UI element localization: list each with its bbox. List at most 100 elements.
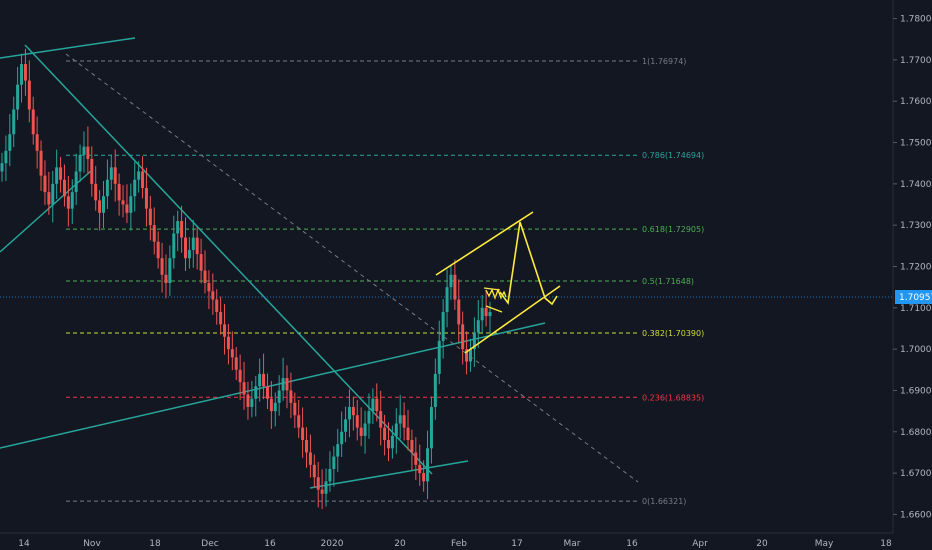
candle-body-98 — [383, 427, 387, 441]
x-tick-label-6: 20 — [394, 539, 406, 549]
candle-body-44 — [172, 233, 176, 259]
candle-body-70 — [273, 402, 277, 412]
price-axis[interactable]: 1.78000 1.77000 1.76000 1.75000 1.74000 1.730… — [893, 15, 932, 521]
descending-trendline[interactable] — [24, 44, 433, 475]
candle-body-37 — [144, 187, 148, 209]
candle-body-92 — [359, 427, 363, 436]
x-tick-label-7: Feb — [451, 539, 467, 549]
candle-body-96 — [375, 398, 379, 412]
candle-body-88 — [344, 419, 348, 432]
candle-body-23 — [90, 159, 94, 184]
wedge-upper-line[interactable] — [435, 211, 534, 276]
fib-diagonal[interactable] — [65, 53, 639, 483]
candle-body-102 — [398, 415, 402, 424]
candle-body-104 — [406, 427, 410, 441]
candle-body-125 — [488, 311, 492, 317]
candle-body-97 — [379, 411, 383, 428]
candle-body-58 — [226, 336, 230, 350]
candle-body-42 — [164, 274, 168, 284]
candle-body-85 — [332, 456, 336, 469]
candle-body-41 — [160, 258, 164, 275]
candle-body-40 — [156, 241, 160, 259]
fib-level-label-1: 0.786(1.74694) — [642, 151, 704, 160]
y-tick-label-2: 1.76000 — [900, 97, 932, 107]
candle-body-46 — [180, 221, 184, 238]
candle-body-27 — [105, 179, 109, 197]
candle-body-38 — [148, 208, 152, 226]
projection-path[interactable] — [499, 221, 558, 306]
candle-body-35 — [137, 171, 141, 180]
candle-body-101 — [394, 423, 398, 436]
y-tick-label-0: 1.78000 — [900, 15, 932, 25]
candle-body-57 — [223, 324, 227, 337]
candle-body-117 — [457, 299, 461, 325]
scribble-line-2[interactable] — [485, 305, 503, 313]
candle-body-72 — [281, 378, 285, 391]
x-tick-label-0: 14 — [18, 539, 30, 549]
candle-body-103 — [402, 415, 406, 428]
candle-body-18 — [70, 192, 74, 209]
candles — [0, 48, 492, 510]
y-tick-label-7: 1.71000 — [900, 304, 932, 314]
yellow-drawings[interactable] — [435, 211, 561, 354]
x-tick-label-12: 20 — [756, 539, 768, 549]
x-tick-label-10: 16 — [626, 539, 638, 549]
candle-body-11 — [43, 175, 47, 193]
ascending-channel-line[interactable] — [0, 322, 546, 449]
candle-body-67 — [262, 373, 266, 387]
candle-body-31 — [121, 200, 125, 205]
candle-body-55 — [215, 299, 219, 312]
candle-body-107 — [418, 464, 422, 474]
candle-body-28 — [109, 167, 113, 180]
candle-body-1 — [4, 150, 8, 164]
candle-body-105 — [410, 440, 414, 453]
upper-trendline-top[interactable] — [0, 37, 136, 59]
zigzag-scribble[interactable] — [485, 288, 507, 300]
candle-body-47 — [183, 237, 187, 259]
candle-body-81 — [316, 477, 320, 490]
trendlines[interactable] — [0, 37, 639, 489]
candle-body-26 — [102, 196, 106, 213]
candle-body-121 — [472, 332, 476, 350]
x-tick-label-3: Dec — [201, 539, 218, 549]
candle-body-50 — [195, 237, 199, 255]
candle-body-20 — [78, 154, 82, 172]
candle-body-80 — [312, 464, 316, 478]
candle-body-122 — [476, 320, 480, 333]
current-price-tag: 1.70957 — [895, 290, 932, 304]
candle-body-48 — [187, 249, 191, 259]
candle-body-21 — [82, 146, 86, 155]
fib-level-label-3: 0.5(1.71648) — [642, 277, 694, 286]
x-tick-label-5: 2020 — [321, 539, 344, 549]
candle-body-83 — [324, 481, 328, 494]
x-tick-label-14: 18 — [880, 539, 892, 549]
candle-body-60 — [234, 357, 238, 370]
candle-body-68 — [265, 386, 269, 399]
candle-body-69 — [269, 398, 273, 412]
fib-level-label-5: 0.236(1.68835) — [642, 393, 704, 402]
candle-body-30 — [117, 183, 121, 201]
candle-body-95 — [371, 398, 375, 412]
scribble-line-1[interactable] — [483, 287, 501, 291]
time-axis[interactable]: 14 Nov 18 Dec 16 2020 20 Feb 17 Mar 16 Apr 20 May 18 — [18, 539, 892, 549]
candle-body-36 — [141, 171, 145, 188]
candle-body-14 — [55, 167, 59, 184]
support-trendline[interactable] — [309, 460, 469, 489]
candle-body-13 — [51, 183, 55, 205]
candle-body-109 — [426, 448, 430, 482]
candle-body-16 — [62, 179, 66, 197]
candle-body-119 — [465, 349, 469, 362]
x-tick-label-13: May — [815, 539, 834, 549]
candle-body-10 — [39, 150, 43, 176]
candle-body-12 — [47, 192, 51, 205]
candle-body-100 — [390, 435, 394, 449]
candle-body-82 — [320, 489, 324, 494]
y-tick-label-3: 1.75000 — [900, 139, 932, 149]
candle-body-3 — [12, 109, 16, 135]
x-tick-label-11: Apr — [692, 539, 708, 549]
candle-body-90 — [351, 406, 355, 416]
candle-body-84 — [328, 468, 332, 482]
candle-body-124 — [484, 307, 488, 317]
